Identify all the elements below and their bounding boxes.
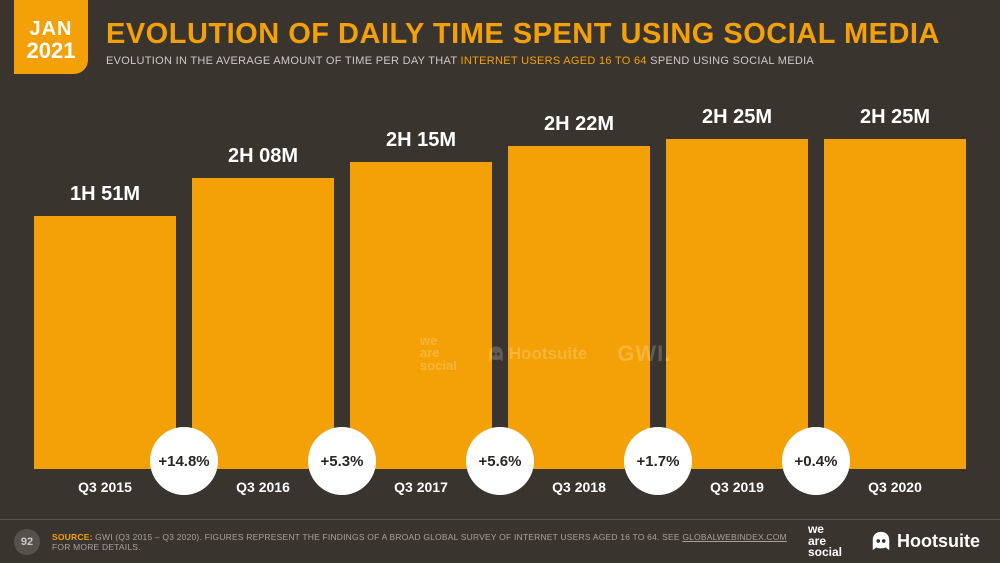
source-line: SOURCE: GWI (Q3 2015 – Q3 2020). FIGURES… xyxy=(52,532,796,552)
bar-rect xyxy=(508,146,650,469)
source-link: GLOBALWEBINDEX.COM xyxy=(682,532,787,542)
bar-value-label: 2H 25M xyxy=(702,106,772,129)
subtitle-highlight: INTERNET USERS AGED 16 TO 64 xyxy=(461,55,647,67)
owl-icon xyxy=(870,530,892,552)
footer: 92 SOURCE: GWI (Q3 2015 – Q3 2020). FIGU… xyxy=(0,519,1000,563)
brand-hootsuite: Hootsuite xyxy=(870,530,980,552)
bar-q3-2015: 1H 51MQ3 2015+14.8% xyxy=(34,183,176,495)
bar-x-label: Q3 2019 xyxy=(710,479,764,495)
bar-rect xyxy=(192,178,334,469)
source-text-2: FOR MORE DETAILS. xyxy=(52,542,141,552)
bar-x-label: Q3 2017 xyxy=(394,479,448,495)
bar-x-label: Q3 2018 xyxy=(552,479,606,495)
date-month: JAN xyxy=(29,19,72,39)
subtitle-post: SPEND USING SOCIAL MEDIA xyxy=(647,55,814,67)
bar-rect xyxy=(666,139,808,469)
delta-badge: +5.6% xyxy=(466,427,534,495)
delta-badge: +0.4% xyxy=(782,427,850,495)
bar-chart: 1H 51M Q3 2015 +14.8% 2H 08M Q3 2016 +5.3% 2H … xyxy=(34,120,966,495)
bar-value-label: 2H 22M xyxy=(544,113,614,136)
bar-value-label: 1H 51M xyxy=(70,183,140,206)
footer-brands: wearesocial Hootsuite xyxy=(808,524,980,558)
delta-badge: +5.3% xyxy=(308,427,376,495)
bar-value-label: 2H 25M xyxy=(860,106,930,129)
delta-badge: +1.7% xyxy=(624,427,692,495)
bar-q3-2016: 2H 08MQ3 2016+5.3% xyxy=(192,145,334,495)
bar-q3-2018: 2H 22MQ3 2018+1.7% xyxy=(508,113,650,495)
bar-q3-2020: 2H 25M Q3 2020 xyxy=(824,106,966,495)
bar-rect xyxy=(350,162,492,469)
page-number: 92 xyxy=(14,529,40,555)
bar-rect xyxy=(34,216,176,469)
page-subtitle: EVOLUTION IN THE AVERAGE AMOUNT OF TIME … xyxy=(106,55,940,67)
source-label: SOURCE: xyxy=(52,532,93,542)
bar-rect xyxy=(824,139,966,469)
bar-value-label: 2H 08M xyxy=(228,145,298,168)
bar-x-label: Q3 2016 xyxy=(236,479,290,495)
page-title: EVOLUTION OF DAILY TIME SPENT USING SOCI… xyxy=(106,18,940,51)
header: JAN 2021 EVOLUTION OF DAILY TIME SPENT U… xyxy=(0,0,1000,74)
date-badge: JAN 2021 xyxy=(14,0,88,74)
bar-q3-2019: 2H 25MQ3 2019+0.4% xyxy=(666,106,808,495)
source-text-1: GWI (Q3 2015 – Q3 2020). FIGURES REPRESE… xyxy=(93,532,683,542)
delta-badge: +14.8% xyxy=(150,427,218,495)
bar-q3-2017: 2H 15MQ3 2017+5.6% xyxy=(350,129,492,495)
brand-wearesocial: wearesocial xyxy=(808,524,842,558)
subtitle-pre: EVOLUTION IN THE AVERAGE AMOUNT OF TIME … xyxy=(106,55,461,67)
bar-value-label: 2H 15M xyxy=(386,129,456,152)
bar-x-label: Q3 2020 xyxy=(868,479,922,495)
bar-x-label: Q3 2015 xyxy=(78,479,132,495)
titles: EVOLUTION OF DAILY TIME SPENT USING SOCI… xyxy=(106,14,940,67)
date-year: 2021 xyxy=(27,39,76,63)
